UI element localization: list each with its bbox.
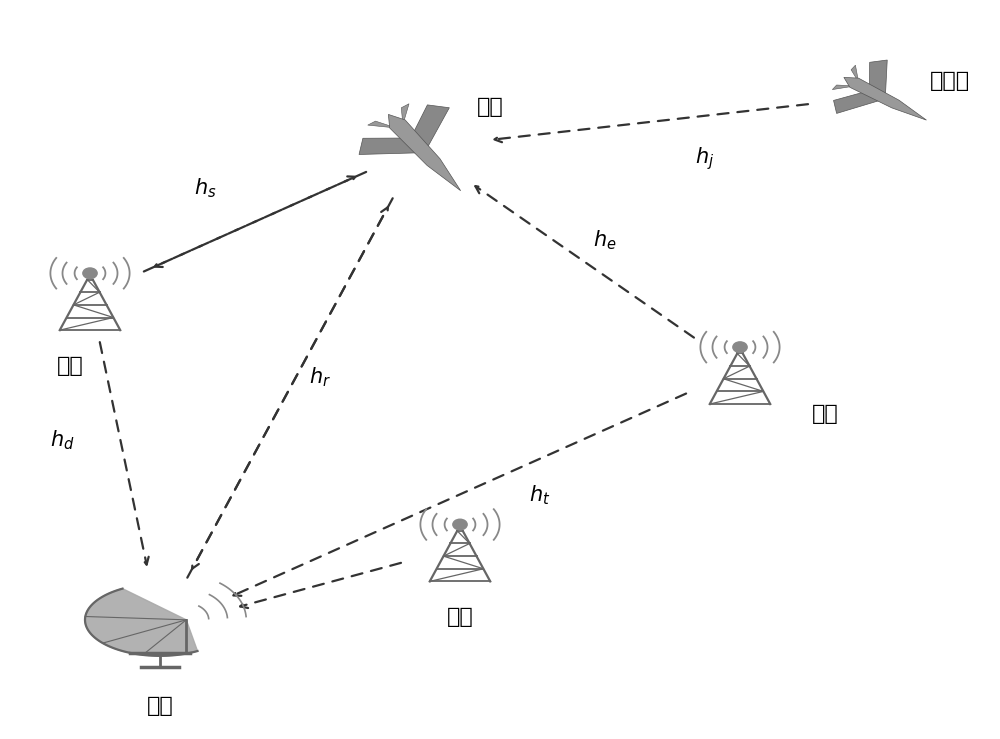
Polygon shape bbox=[359, 138, 418, 154]
Text: 基站: 基站 bbox=[57, 355, 83, 376]
Text: 基站: 基站 bbox=[447, 607, 473, 627]
Polygon shape bbox=[869, 60, 887, 95]
Polygon shape bbox=[368, 121, 396, 128]
Text: $\mathit{h_{s}}$: $\mathit{h_{s}}$ bbox=[194, 177, 216, 200]
Polygon shape bbox=[408, 105, 449, 148]
Polygon shape bbox=[388, 115, 461, 191]
Circle shape bbox=[453, 520, 467, 530]
Circle shape bbox=[83, 268, 97, 279]
Circle shape bbox=[733, 342, 747, 353]
Text: $\mathit{h_{t}}$: $\mathit{h_{t}}$ bbox=[529, 483, 551, 507]
Text: 雷达: 雷达 bbox=[147, 695, 173, 716]
Text: $\mathit{h_{r}}$: $\mathit{h_{r}}$ bbox=[309, 365, 331, 389]
Text: 基站: 基站 bbox=[812, 403, 838, 424]
Text: $\mathit{h_{j}}$: $\mathit{h_{j}}$ bbox=[695, 146, 715, 172]
Polygon shape bbox=[834, 89, 880, 113]
Polygon shape bbox=[85, 589, 198, 655]
Polygon shape bbox=[401, 103, 409, 125]
Text: $\mathit{h_{e}}$: $\mathit{h_{e}}$ bbox=[593, 228, 617, 252]
Polygon shape bbox=[851, 65, 859, 82]
Text: 干扰机: 干扰机 bbox=[930, 71, 970, 92]
Polygon shape bbox=[844, 78, 926, 120]
Polygon shape bbox=[832, 85, 855, 89]
Text: $\mathit{h_{d}}$: $\mathit{h_{d}}$ bbox=[50, 428, 74, 452]
Text: 目标: 目标 bbox=[477, 97, 503, 118]
